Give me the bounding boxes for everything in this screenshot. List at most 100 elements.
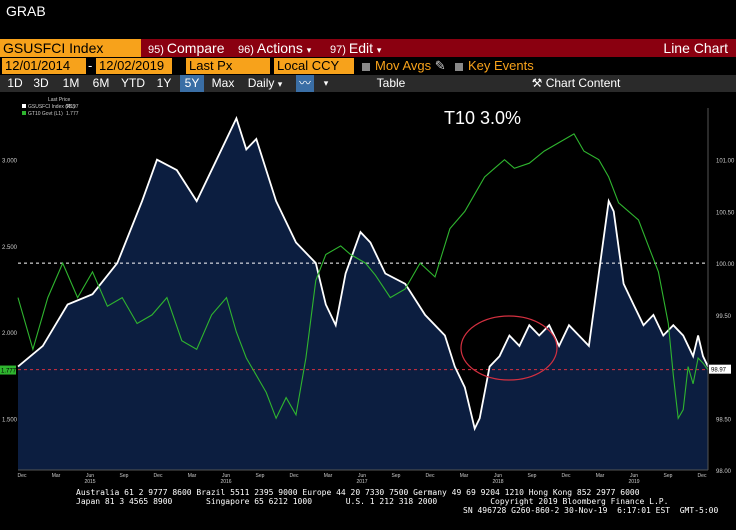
x-tick-label: Mar — [596, 473, 605, 479]
left-last-value-label: 1.777 — [1, 369, 17, 375]
period-5y[interactable]: 5Y — [180, 75, 204, 92]
line-chart-icon[interactable]: 〰 — [296, 75, 314, 92]
checkbox-icon — [455, 62, 463, 71]
chart-content-button[interactable]: ⚒ Chart Content — [526, 75, 626, 92]
key-events-toggle[interactable]: Key Events — [455, 58, 534, 74]
left-tick-label: 2.000 — [2, 331, 18, 337]
legend-title: Last Price — [48, 97, 70, 103]
footer-contacts-2: Japan 81 3 4565 8900 Singapore 65 6212 1… — [76, 497, 669, 506]
x-tick-label: Mar — [52, 473, 61, 479]
right-tick-label: 101.00 — [716, 159, 735, 165]
right-tick-label: 98.50 — [716, 417, 732, 423]
highlight-ellipse — [460, 315, 558, 381]
x-tick-label: Jun — [494, 473, 502, 479]
chart-content-label: Chart Content — [545, 76, 621, 90]
price-chart[interactable]: 3.000 2.500 2.000 1.500 1.777 101.00 100.50 10… — [0, 92, 736, 484]
legend-series-name: GSUSFCI Index (R1) — [28, 104, 75, 110]
currency-field[interactable]: Local CCY — [274, 58, 354, 74]
x-tick-label: Mar — [188, 473, 197, 479]
pencil-icon: ✎ — [434, 58, 446, 73]
reference-lines — [18, 262, 708, 371]
left-tick-label: 1.500 — [2, 417, 18, 423]
edit-menu[interactable]: 97) Edit ▾ — [330, 39, 381, 57]
footer-contacts-1: Australia 61 2 9777 8600 Brazil 5511 239… — [76, 488, 640, 497]
actions-menu[interactable]: 96) Actions ▾ — [238, 39, 311, 57]
x-tick-label: Sep — [256, 473, 265, 479]
settings-icon: ⚒ — [531, 76, 543, 90]
left-tick-label: 3.000 — [2, 159, 18, 165]
period-max[interactable]: Max — [211, 76, 235, 90]
legend-swatch — [22, 111, 26, 115]
date-separator: - — [88, 58, 93, 73]
x-year-label: 2016 — [220, 479, 231, 484]
x-axis: Dec Mar Jun Sep Dec Mar Jun Sep Dec Mar Jun Sep Dec M… — [18, 469, 708, 484]
period-1y[interactable]: 1Y — [156, 76, 172, 90]
x-tick-label: Mar — [324, 473, 333, 479]
legend-series-last: 98.97 — [66, 104, 79, 110]
window-title: GRAB — [6, 3, 46, 19]
x-tick-label: Dec — [698, 473, 707, 479]
x-tick-label: Jun — [358, 473, 366, 479]
x-year-label: 2019 — [628, 479, 639, 484]
actions-number: 96) — [238, 44, 254, 56]
x-tick-label: Dec — [290, 473, 299, 479]
right-tick-label: 99.50 — [716, 314, 732, 320]
checkbox-icon — [362, 62, 370, 71]
x-year-label: 2018 — [492, 479, 503, 484]
period-1d[interactable]: 1D — [7, 76, 23, 90]
x-tick-label: Dec — [426, 473, 435, 479]
chevron-down-icon: ▾ — [376, 45, 382, 55]
edit-label: Edit — [348, 40, 374, 56]
left-tick-label: 2.500 — [2, 245, 18, 251]
legend-series-last: 1.777 — [66, 111, 79, 117]
right-last-value-badge — [709, 364, 731, 374]
frequency-select[interactable]: Daily ▾ — [242, 75, 288, 92]
series-area-fill — [18, 118, 708, 471]
right-tick-label: 100.00 — [716, 262, 735, 268]
compare-number: 95) — [148, 44, 164, 56]
legend-series-name: GT10 Govt (L1) — [28, 111, 63, 117]
ticker-field[interactable]: GSUSFCI Index — [0, 39, 141, 57]
start-date-field[interactable]: 12/01/2014 — [2, 58, 86, 74]
actions-label: Actions — [256, 40, 303, 56]
period-6m[interactable]: 6M — [92, 76, 110, 90]
right-axis: 101.00100.50100.0099.5099.0098.5098.0098… — [707, 108, 735, 475]
price-type-field[interactable]: Last Px — [186, 58, 270, 74]
compare-label: Compare — [166, 40, 225, 56]
right-last-value-label: 98.97 — [711, 368, 727, 374]
view-type-label: Line Chart — [663, 40, 728, 56]
x-tick-label: Dec — [18, 473, 27, 479]
series-line — [17, 115, 709, 432]
right-tick-label: 100.50 — [716, 210, 735, 216]
x-year-label: 2017 — [356, 479, 367, 484]
left-axis: 3.000 2.500 2.000 1.500 1.777 — [0, 159, 18, 423]
edit-number: 97) — [330, 44, 346, 56]
compare-menu[interactable]: 95) Compare — [148, 39, 225, 57]
period-3d[interactable]: 3D — [33, 76, 49, 90]
x-tick-label: Dec — [562, 473, 571, 479]
x-tick-label: Sep — [664, 473, 673, 479]
footer-timestamp: SN 496728 G260-860-2 30-Nov-19 6:17:01 E… — [463, 506, 719, 515]
chart-area-fill — [18, 118, 708, 471]
chevron-down-icon[interactable]: ▾ — [323, 78, 329, 88]
left-last-value-badge — [0, 365, 16, 375]
function-toolbar — [0, 39, 736, 57]
chart-annotation: T10 3.0% — [444, 108, 521, 128]
x-tick-label: Mar — [460, 473, 469, 479]
mov-avgs-toggle[interactable]: Mov Avgs ✎ — [362, 58, 446, 74]
x-tick-label: Sep — [392, 473, 401, 479]
period-1m[interactable]: 1M — [62, 76, 80, 90]
x-tick-label: Dec — [154, 473, 163, 479]
x-tick-label: Jun — [222, 473, 230, 479]
chevron-down-icon: ▾ — [306, 45, 312, 55]
series-lines — [17, 115, 709, 432]
end-date-field[interactable]: 12/02/2019 — [96, 58, 172, 74]
table-button[interactable]: Table — [376, 76, 406, 90]
x-tick-label: Jun — [630, 473, 638, 479]
period-ytd[interactable]: YTD — [121, 76, 145, 90]
x-tick-label: Jun — [86, 473, 94, 479]
chevron-down-icon: ▾ — [277, 79, 283, 89]
x-tick-label: Sep — [120, 473, 129, 479]
x-tick-label: Sep — [528, 473, 537, 479]
